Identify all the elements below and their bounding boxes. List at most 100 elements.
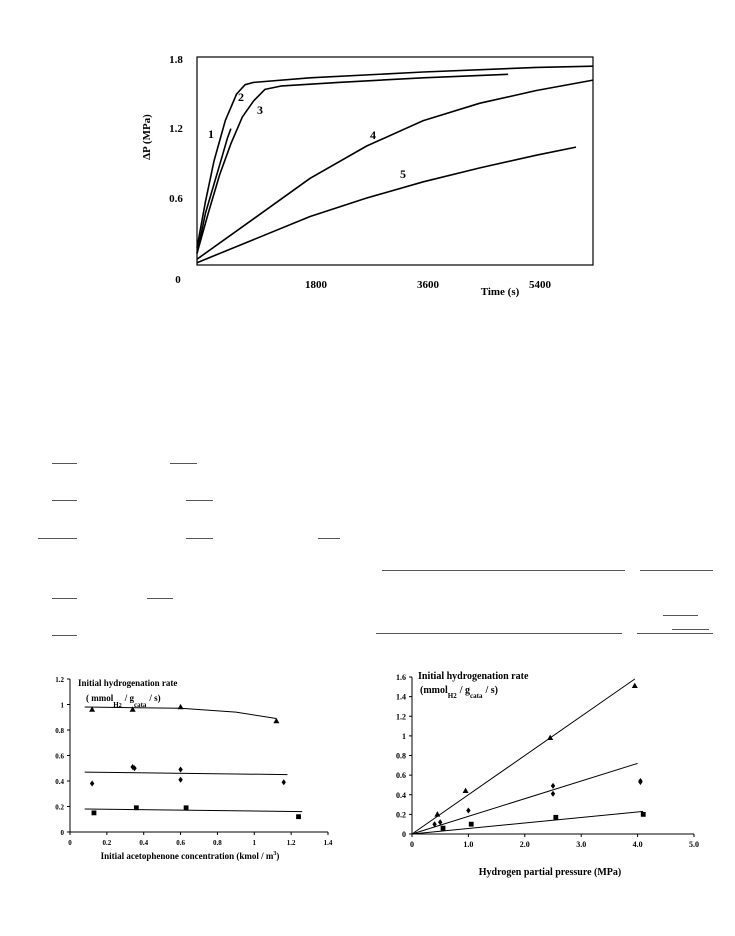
curve-5 <box>196 146 577 264</box>
diamond-marker <box>638 778 643 785</box>
separator-rule <box>52 463 77 464</box>
hydrogen-chart-ytick-label: 0.6 <box>396 771 406 780</box>
separator-rule <box>640 570 713 571</box>
hydrogen-chart-ytick-label: 1.2 <box>396 712 406 721</box>
diamond-marker <box>550 790 556 797</box>
diamond-marker <box>178 766 183 773</box>
concentration-chart: 0 0.2 0.4 0.6 0.8 1 1.2 1.4 0 0.2 0.4 0.6 0.8 1 1.2 In… <box>55 676 333 861</box>
concentration-chart-xtick-label: 0.6 <box>176 839 185 847</box>
pressure-chart-ytick: 1.2 <box>169 123 183 135</box>
square-marker <box>296 814 301 820</box>
hydrogen-chart-ytick-label: 1 <box>402 732 406 741</box>
separator-rule <box>376 633 622 634</box>
diamond-marker <box>550 782 556 789</box>
diamond-marker <box>466 807 471 814</box>
pressure-chart-xtick: 5400 <box>529 279 552 291</box>
triangle-marker <box>462 787 469 794</box>
triangle-marker <box>89 706 96 712</box>
hydrogen-chart-title: Initial hydrogenation rate <box>418 671 529 682</box>
hydrogen-chart-xtick-label: 3.0 <box>576 840 586 849</box>
separator-rule <box>318 538 340 539</box>
square-marker <box>440 825 446 831</box>
triangle-marker <box>434 811 441 817</box>
concentration-chart-xtick-label: 0.8 <box>213 839 222 847</box>
hydrogen-chart-ytick-label: 1.4 <box>396 693 406 702</box>
hydrogen-chart-unit: (mmolH2/ gcata / s) <box>420 685 498 700</box>
pressure-curves <box>196 65 594 264</box>
curve-label-3: 3 <box>257 103 263 117</box>
hydrogen-chart-ytick-label: 0 <box>402 830 406 839</box>
pressure-chart-xtick: 1800 <box>305 279 328 291</box>
hydrogen-chart-fit-line <box>411 810 644 835</box>
separator-rule <box>147 598 173 599</box>
concentration-chart-ytick-label: 1 <box>61 702 65 710</box>
square-marker <box>91 810 97 816</box>
separator-rule <box>52 598 77 599</box>
concentration-chart-fit-line <box>84 808 303 813</box>
pressure-chart-xtick: 3600 <box>417 279 440 291</box>
hydrogen-chart-fit-line <box>411 762 638 835</box>
concentration-chart-xtick-label: 1 <box>253 839 257 847</box>
separator-rule <box>672 629 709 630</box>
separator-rule <box>38 538 77 539</box>
hydrogen-chart-xtick-label: 4.0 <box>633 840 643 849</box>
curve-3 <box>196 73 509 254</box>
hydrogen-chart-ytick-label: 0.8 <box>396 752 406 761</box>
curve-label-1: 1 <box>208 127 214 141</box>
curve-label-2: 2 <box>238 90 244 104</box>
separator-rule <box>170 463 197 464</box>
pressure-chart-xlabel: Time (s) <box>481 286 520 298</box>
concentration-chart-ytick-label: 0.4 <box>55 778 64 786</box>
pressure-chart: ΔP (MPa) 0 1800 3600 5400 0.6 1.2 1.8 Ti… <box>141 54 594 298</box>
curve-label-5: 5 <box>400 167 406 181</box>
hydrogen-chart-xtick-label: 0 <box>410 840 414 849</box>
square-marker <box>133 805 139 811</box>
separator-rule <box>186 500 213 501</box>
concentration-chart-xtick-label: 0 <box>68 839 72 847</box>
triangle-marker <box>177 703 184 710</box>
hydrogen-chart-ytick-label: 0.4 <box>396 791 406 800</box>
concentration-chart-xtick-label: 0.4 <box>139 839 148 847</box>
curve-label-4: 4 <box>370 128 376 142</box>
concentration-chart-unit: ( mmolH2/ gcata/ s) <box>86 693 161 709</box>
diamond-marker <box>178 776 183 783</box>
concentration-chart-ytick-label: 0.6 <box>55 753 64 761</box>
square-marker <box>468 821 474 827</box>
concentration-chart-fit-line <box>84 771 288 776</box>
separator-rule <box>52 500 77 501</box>
pressure-chart-frame <box>196 56 594 266</box>
curve-1 <box>196 128 232 254</box>
diamond-marker <box>89 780 95 787</box>
separator-rule <box>186 538 213 539</box>
hydrogen-chart-ytick-label: 0.2 <box>396 810 406 819</box>
diamond-marker <box>281 779 286 786</box>
pressure-chart-ytick: 1.8 <box>169 54 183 66</box>
separator-rule <box>52 635 77 636</box>
concentration-chart-xtick-label: 1.2 <box>287 839 296 847</box>
hydrogen-chart-fit-line <box>411 678 636 835</box>
curve-4 <box>196 79 594 260</box>
separator-rule <box>382 570 625 571</box>
square-marker <box>553 814 559 820</box>
pressure-chart-ylabel: ΔP (MPa) <box>141 114 153 160</box>
concentration-chart-ytick-label: 0 <box>61 829 65 837</box>
separator-rule <box>663 615 698 616</box>
pressure-chart-ytick: 0.6 <box>169 193 183 205</box>
hydrogen-chart-xtick-label: 1.0 <box>463 840 473 849</box>
hydrogen-chart-xtick-label: 2.0 <box>520 840 530 849</box>
concentration-chart-xtick-label: 0.2 <box>102 839 111 847</box>
hydrogen-chart-marks <box>411 678 646 835</box>
diamond-marker <box>432 821 437 828</box>
triangle-marker <box>273 717 280 724</box>
hydrogen-chart-ytick-label: 1.6 <box>396 673 406 682</box>
curve-2 <box>196 65 594 248</box>
concentration-chart-title: Initial hydrogenation rate <box>78 678 177 688</box>
concentration-chart-marks <box>84 703 303 820</box>
triangle-marker <box>631 682 638 689</box>
hydrogen-chart-xlabel: Hydrogen partial pressure (MPa) <box>479 867 622 878</box>
diamond-marker <box>438 819 443 826</box>
diamond-marker <box>132 765 137 772</box>
concentration-chart-ytick-label: 0.2 <box>55 804 64 812</box>
triangle-marker <box>129 706 136 712</box>
